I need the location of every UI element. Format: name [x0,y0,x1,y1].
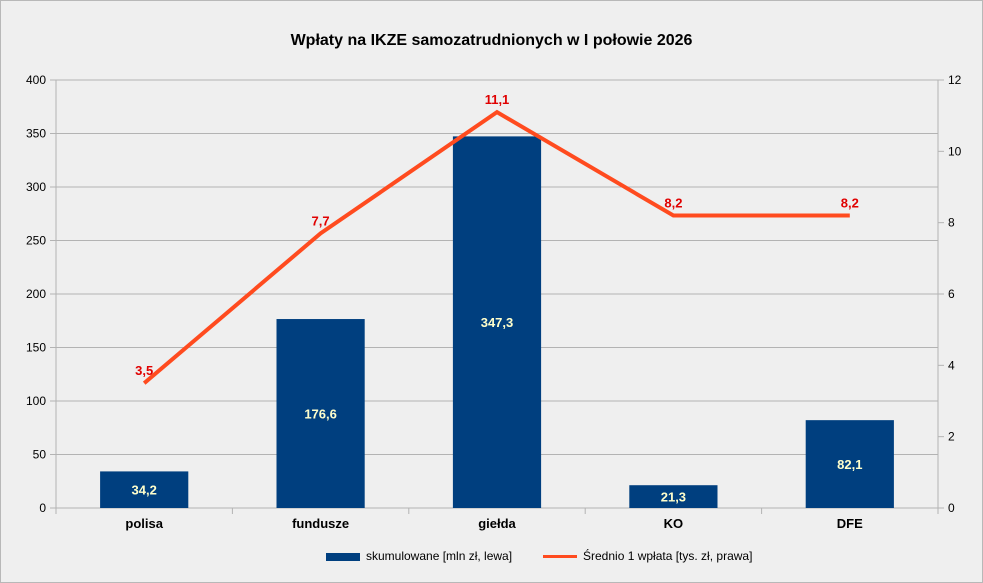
tick-label-left: 400 [26,73,46,87]
chart-title: Wpłaty na IKZE samozatrudnionych w I poł… [290,32,693,49]
tick-label-left: 50 [33,448,47,462]
legend-item-line: Średnio 1 wpłata [tys. zł, prawa] [543,549,752,563]
bar-data-label: 34,2 [132,483,157,498]
category-label: polisa [125,516,163,531]
bar-data-label: 21,3 [661,490,686,505]
tick-label-right: 8 [948,216,955,230]
bar [276,319,365,508]
tick-label-left: 150 [26,341,46,355]
legend-swatch-line [543,555,577,559]
tick-label-right: 4 [948,358,955,372]
bar [629,485,718,508]
bar-data-label: 82,1 [837,457,862,472]
bar [100,471,189,508]
category-label: DFE [837,516,863,531]
series-line [142,109,850,385]
tick-label-left: 0 [39,501,46,515]
legend-swatch-bars [326,552,360,561]
tick-label-right: 0 [948,501,955,515]
line-data-label: 7,7 [312,213,330,228]
tick-label-left: 200 [26,287,46,301]
tick-label-right: 2 [948,430,955,444]
legend: skumulowane [mln zł, lewa] Średnio 1 wpł… [0,549,983,567]
legend-item-bars: skumulowane [mln zł, lewa] [326,549,512,563]
tick-label-right: 6 [948,287,955,301]
bar-data-label: 347,3 [481,315,514,330]
legend-label-bars: skumulowane [mln zł, lewa] [366,549,513,563]
bar-data-label: 176,6 [304,407,337,422]
tick-label-left: 300 [26,180,46,194]
category-label: giełda [478,516,516,531]
tick-label-right: 12 [948,73,962,87]
category-label: fundusze [292,516,349,531]
bar [805,420,894,508]
category-label: KO [664,516,684,531]
tick-label-left: 100 [26,394,46,408]
legend-label-line: Średnio 1 wpłata [tys. zł, prawa] [583,549,753,563]
tick-label-right: 10 [948,144,962,158]
bar [452,136,542,509]
tick-label-left: 350 [26,127,46,141]
line-data-label: 11,1 [485,92,510,107]
line-data-label: 8,2 [664,196,682,211]
line-data-label: 3,5 [135,363,153,378]
tick-label-left: 250 [26,234,46,248]
line-data-label: 8,2 [841,196,859,211]
